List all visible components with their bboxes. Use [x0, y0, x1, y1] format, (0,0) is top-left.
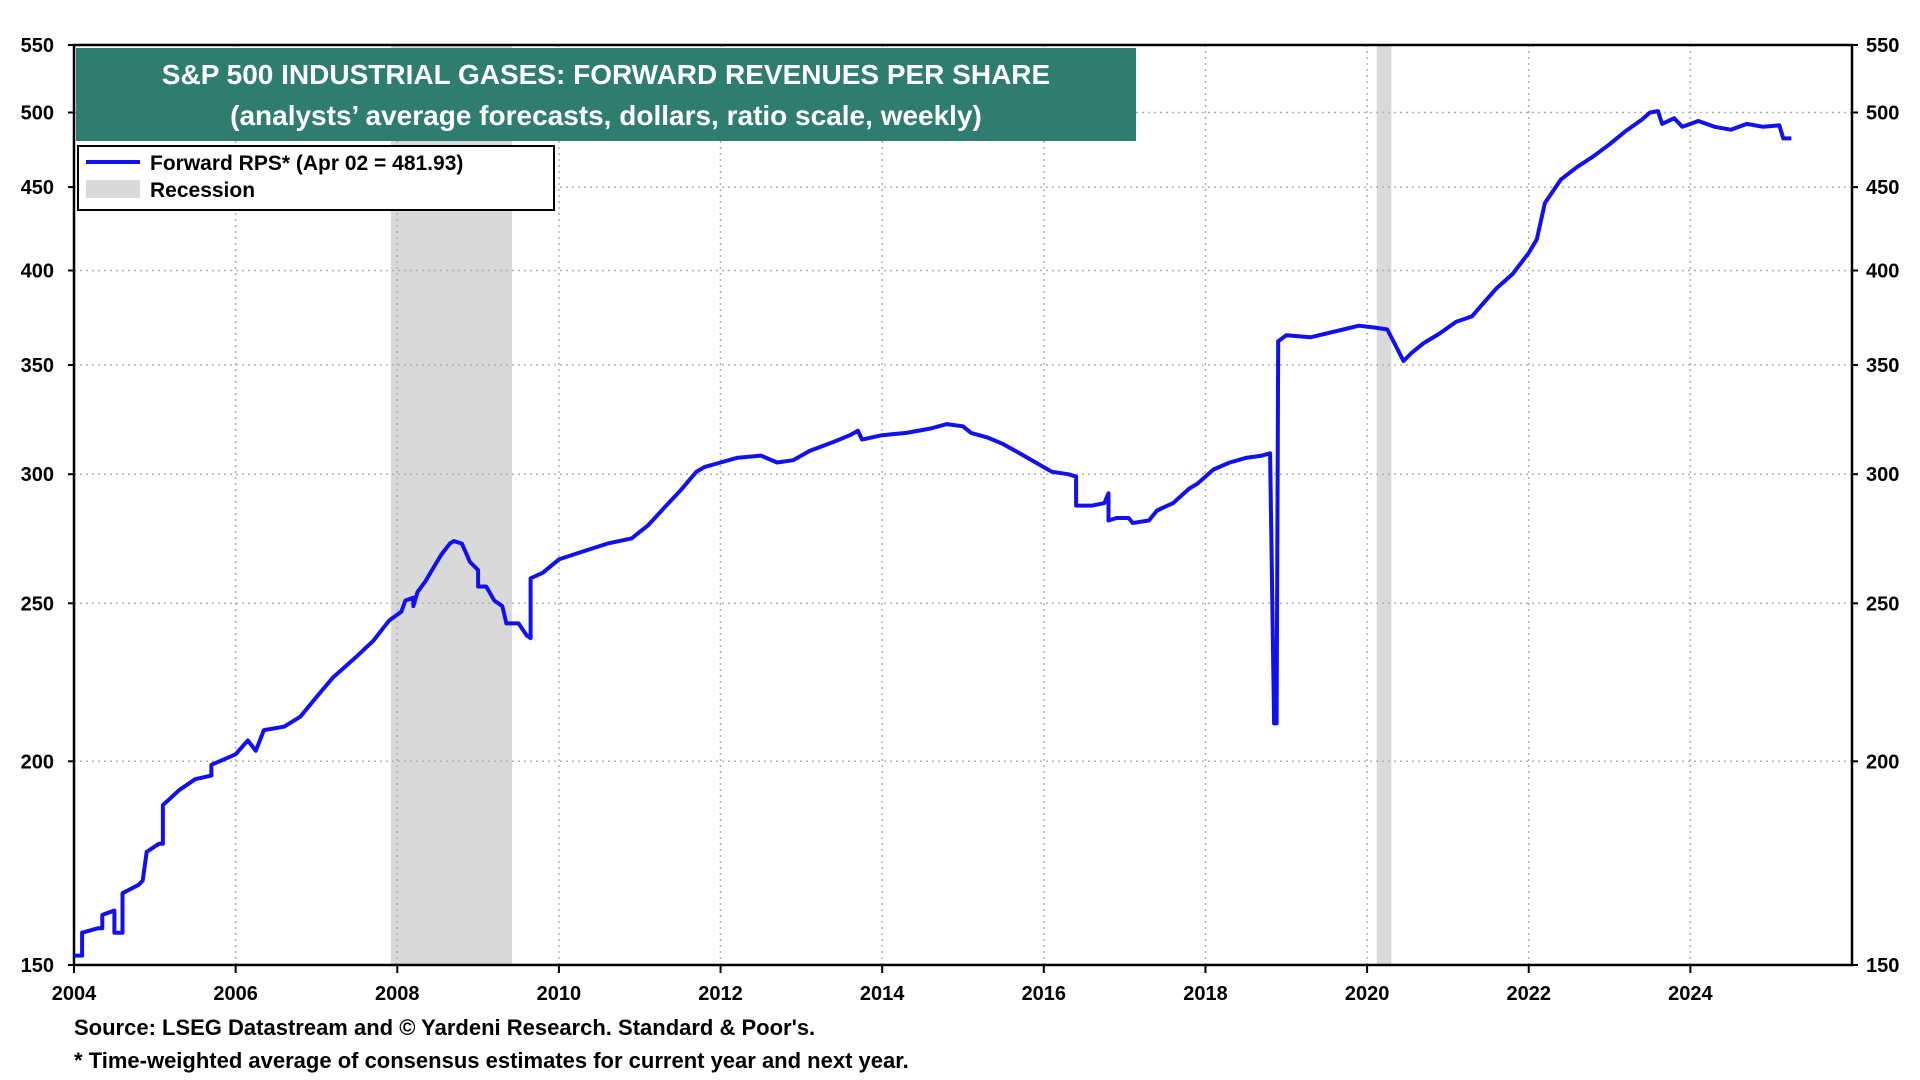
chart-subtitle: (analysts’ average forecasts, dollars, r…	[230, 100, 982, 131]
y-tick-label-right: 150	[1866, 955, 1899, 977]
y-tick-label-left: 450	[21, 177, 54, 199]
y-tick-label-right: 450	[1866, 177, 1899, 199]
x-tick-label: 2018	[1183, 983, 1228, 1005]
legend-box	[77, 145, 555, 211]
x-tick-label: 2014	[860, 983, 905, 1005]
y-tick-label-left: 350	[21, 355, 54, 377]
x-tick-label: 2008	[375, 983, 420, 1005]
y-tick-label-right: 250	[1866, 593, 1899, 615]
y-tick-label-right: 550	[1866, 35, 1899, 57]
legend: Forward RPS* (Apr 02 = 481.93) Recession	[77, 145, 555, 211]
y-tick-label-left: 200	[21, 751, 54, 773]
legend-label-forward-rps: Forward RPS* (Apr 02 = 481.93)	[150, 152, 463, 175]
x-tick-label: 2022	[1506, 983, 1551, 1005]
y-tick-label-right: 300	[1866, 464, 1899, 486]
plot-frame	[72, 43, 1854, 967]
y-tick-label-left: 500	[21, 102, 54, 124]
legend-label-recession: Recession	[150, 179, 255, 202]
y-tick-label-left: 550	[21, 35, 54, 57]
x-tick-label: 2012	[698, 983, 743, 1005]
x-tick-label: 2020	[1345, 983, 1390, 1005]
x-tick-label: 2006	[213, 983, 258, 1005]
source-note: Source: LSEG Datastream and © Yardeni Re…	[74, 1015, 816, 1040]
y-tick-label-right: 400	[1866, 260, 1899, 282]
y-tick-label-left: 150	[21, 955, 54, 977]
x-tick-label: 2004	[52, 983, 97, 1005]
y-tick-label-left: 250	[21, 593, 54, 615]
recession-band	[1376, 45, 1392, 965]
x-tick-label: 2010	[537, 983, 582, 1005]
y-tick-label-left: 300	[21, 464, 54, 486]
legend-swatch-recession	[86, 180, 140, 198]
chart-title: S&P 500 INDUSTRIAL GASES: FORWARD REVENU…	[162, 59, 1050, 90]
y-tick-label-left: 400	[21, 260, 54, 282]
x-tick-label: 2024	[1668, 983, 1713, 1005]
y-tick-label-right: 350	[1866, 355, 1899, 377]
x-tick-label: 2016	[1022, 983, 1067, 1005]
axis-ticks: 2004 2006 2008 2010 2012 2014 2016 2018 2020 2022…	[21, 35, 1900, 1005]
y-tick-label-right: 500	[1866, 102, 1899, 124]
footnote: * Time-weighted average of consensus est…	[74, 1048, 909, 1073]
y-tick-label-right: 200	[1866, 751, 1899, 773]
title-box	[76, 48, 1136, 141]
series-line-forward-rps	[74, 109, 1792, 958]
